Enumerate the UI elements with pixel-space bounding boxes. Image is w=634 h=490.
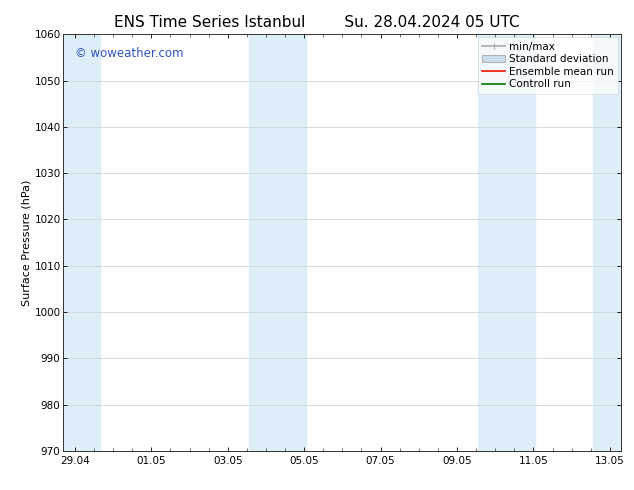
Bar (63, 34, 100, 451)
Y-axis label: Surface Pressure (hPa): Surface Pressure (hPa) (22, 179, 32, 306)
Bar (249, 34, 306, 451)
Bar (478, 34, 535, 451)
Text: ENS Time Series Istanbul        Su. 28.04.2024 05 UTC: ENS Time Series Istanbul Su. 28.04.2024 … (114, 15, 520, 30)
Legend: min/max, Standard deviation, Ensemble mean run, Controll run: min/max, Standard deviation, Ensemble me… (478, 37, 618, 94)
Bar (593, 34, 621, 451)
Text: © woweather.com: © woweather.com (75, 47, 183, 60)
